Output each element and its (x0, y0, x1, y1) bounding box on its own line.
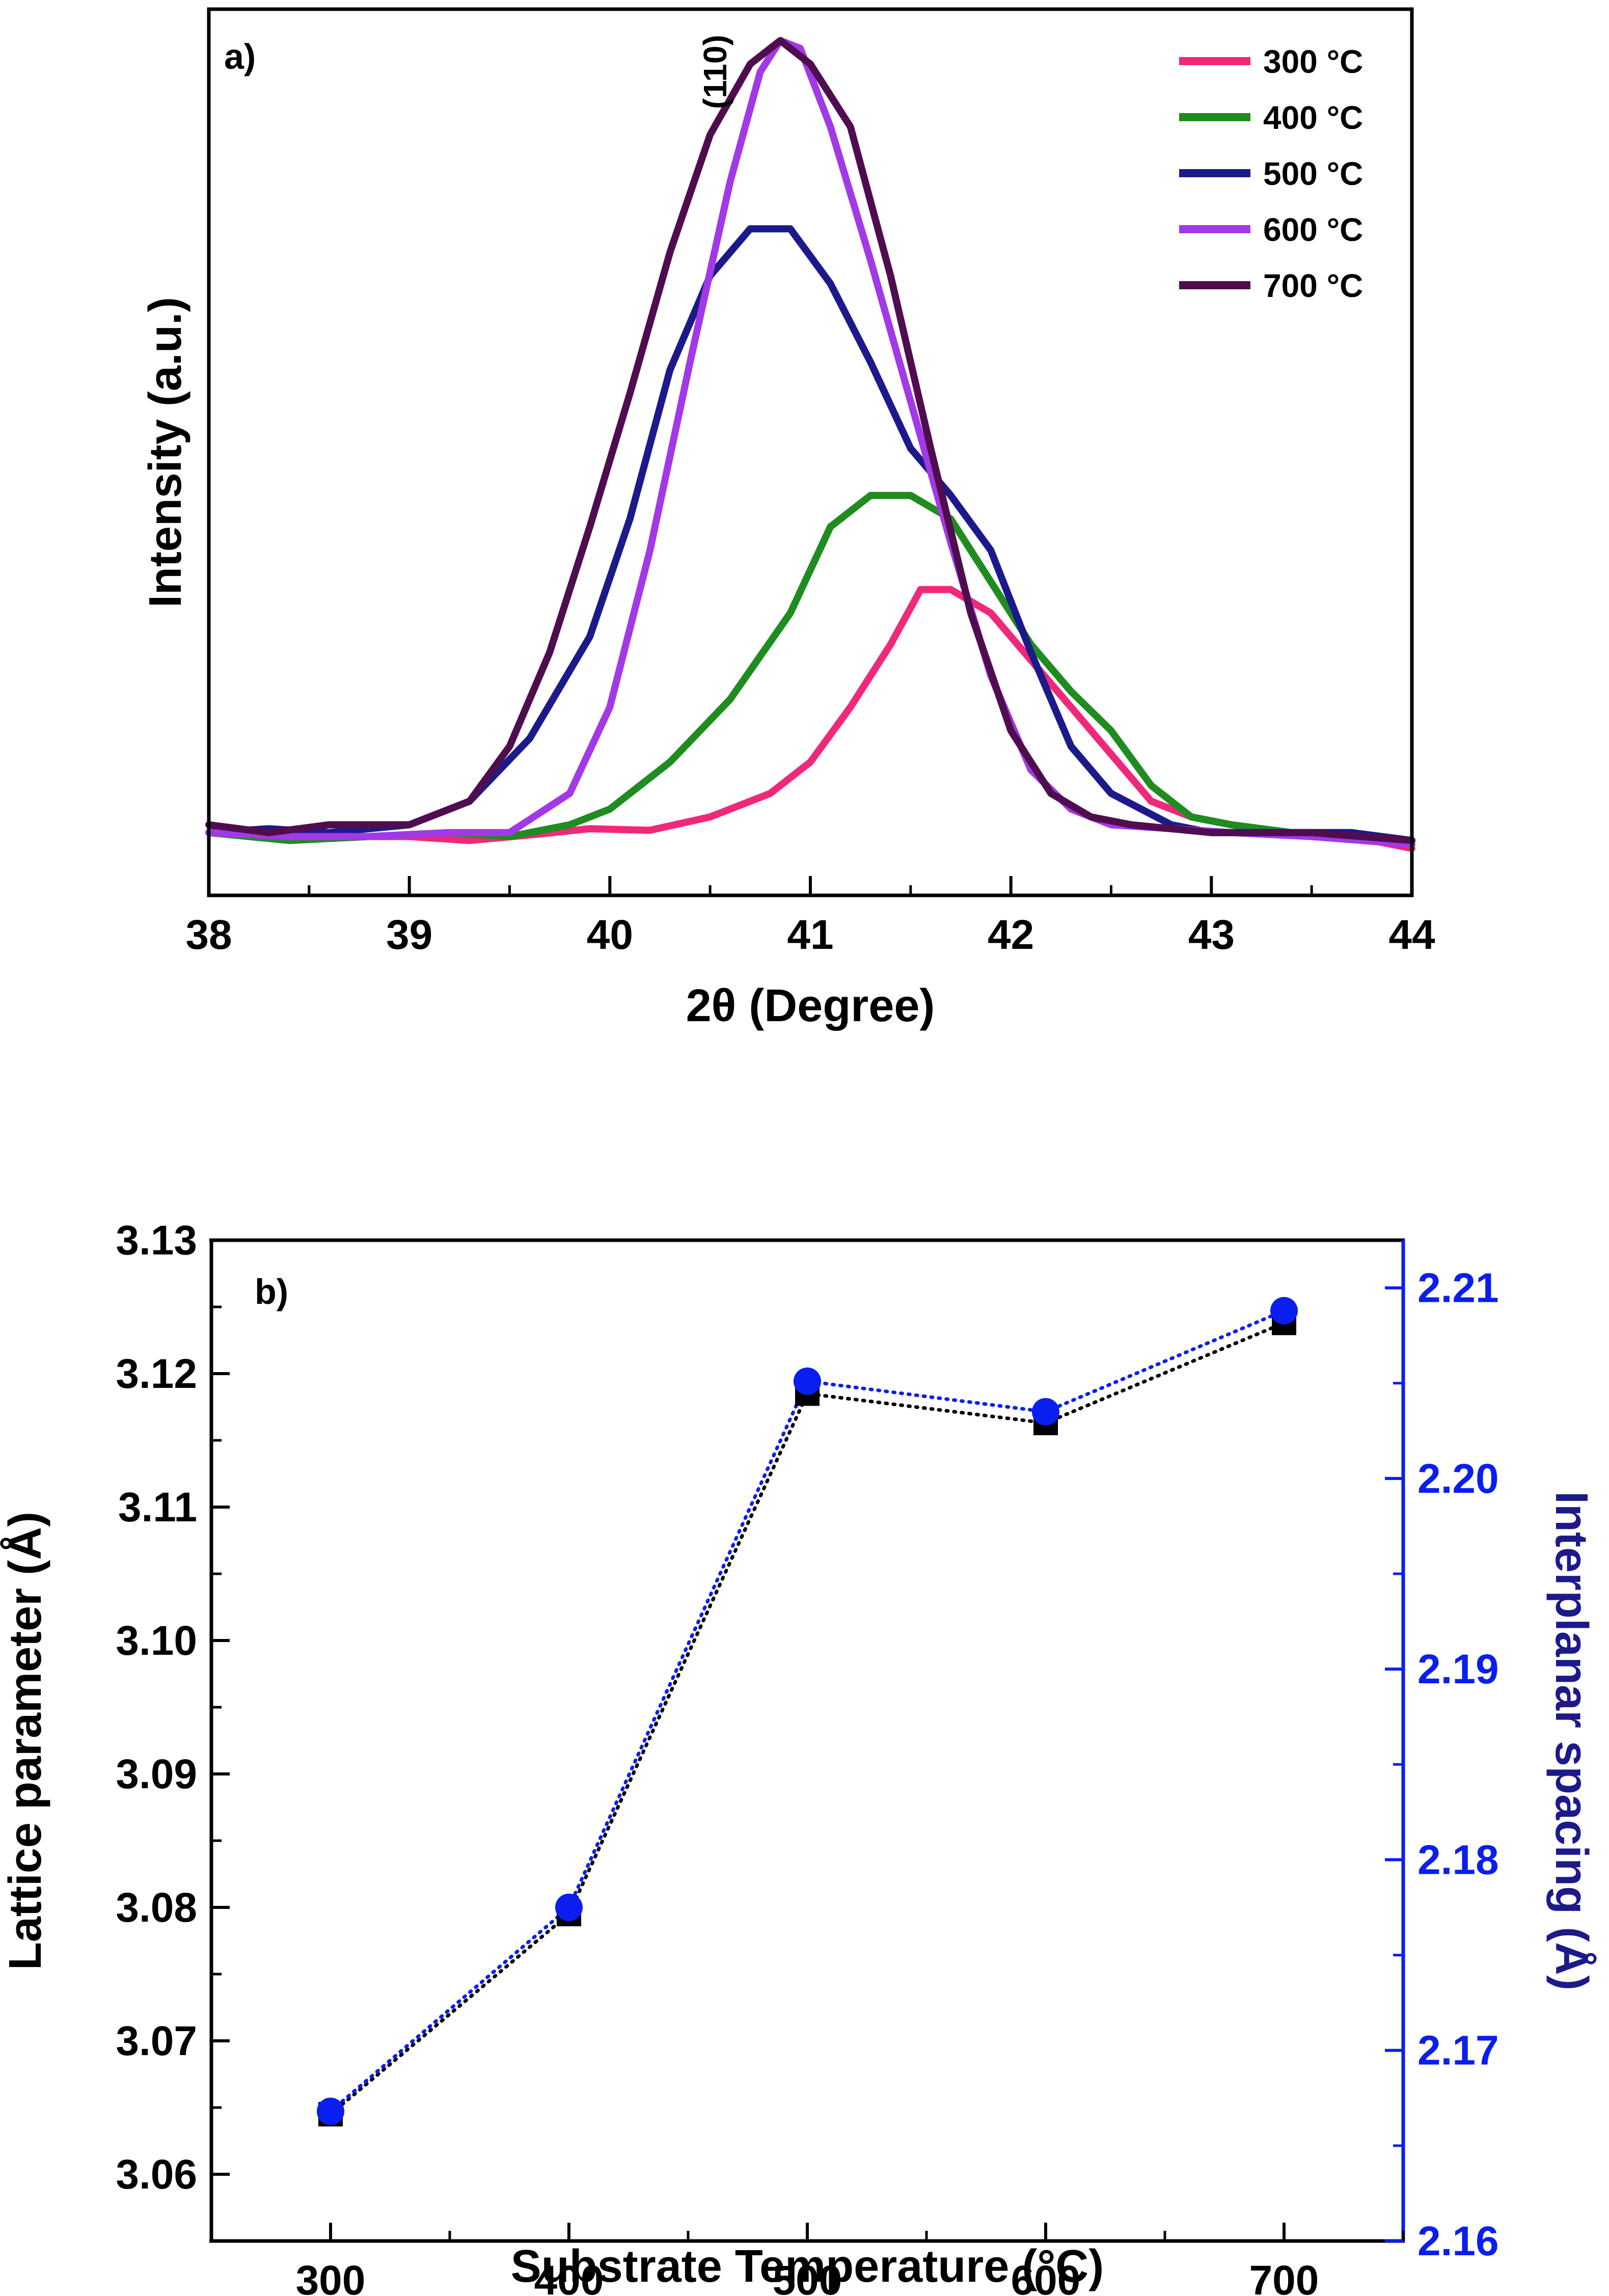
panel-b-connector-lines (329, 1309, 1286, 2116)
x-tick-label: 40 (587, 912, 633, 958)
panel-b-markers (317, 1297, 1298, 2127)
y2-tick-label: 2.19 (1417, 1646, 1499, 1692)
x-tick-label: 42 (988, 912, 1034, 958)
y2-tick-label: 2.18 (1417, 1837, 1499, 1883)
x-tick-label: 400 (534, 2257, 604, 2296)
x-tick-label: 300 (296, 2257, 366, 2296)
x-tick-label: 44 (1388, 912, 1435, 958)
panel-a-x-ticks: 38 39 40 41 42 43 44 (185, 876, 1435, 958)
y-tick-label: 3.06 (116, 2151, 197, 2198)
y-tick-label: 3.10 (116, 1618, 197, 1664)
legend-label-700: 700 °C (1263, 267, 1363, 304)
y-tick-label: 3.13 (116, 1217, 197, 1264)
y-tick-label: 3.07 (116, 2018, 197, 2064)
y2-tick-label: 2.17 (1417, 2028, 1499, 2074)
y2-tick-label: 2.20 (1417, 1456, 1499, 1502)
interplanar-spacing-point (317, 2097, 344, 2125)
panel-b-label: b) (255, 1272, 288, 1311)
panel-a-series-group (205, 37, 1415, 852)
panel-b-lattice-chart: 300 400 500 600 700 3.06 3.07 3.08 3.09 3.10 3.11 3… (0, 1217, 1597, 2296)
y2-tick-label: 2.21 (1417, 1265, 1499, 1311)
y-tick-label: 3.12 (116, 1351, 197, 1397)
legend-label-400: 400 °C (1263, 99, 1363, 136)
legend-label-300: 300 °C (1263, 43, 1363, 80)
panel-b-ticks: 300 400 500 600 700 3.06 3.07 3.08 3.09 3.10 3.11 3… (116, 1217, 1498, 2296)
x-tick-label: 600 (1011, 2257, 1081, 2296)
x-tick-label: 39 (386, 912, 432, 958)
xrd-curve-700 (205, 37, 1415, 844)
panel-b-right-axis-title: Interplanar spacing (Å) (1546, 1491, 1597, 1990)
panel-a-label: a) (224, 37, 256, 76)
interplanar-spacing-point (1270, 1297, 1298, 1325)
panel-a-xrd-chart: 38 39 40 41 42 43 44 a) (110) 300 °C 400 °C 500 … (140, 7, 1435, 1031)
y-tick-label: 3.09 (116, 1751, 197, 1797)
panel-a-x-axis-title: 2θ (Degree) (686, 980, 935, 1031)
x-tick-label: 38 (185, 912, 232, 958)
x-tick-label: 43 (1188, 912, 1235, 958)
peak-annotation-110: (110) (697, 35, 733, 109)
x-tick-label: 700 (1249, 2257, 1319, 2296)
legend-label-600: 600 °C (1263, 211, 1363, 248)
legend-label-500: 500 °C (1263, 155, 1363, 192)
y-tick-label: 3.11 (118, 1484, 197, 1530)
panel-a-y-axis-title: Intensity (a.u.) (140, 297, 191, 608)
interplanar-spacing-point (1032, 1398, 1059, 1426)
panel-b-left-axis-title: Lattice parameter (Å) (0, 1512, 51, 1970)
xrd-curve-600 (205, 37, 1415, 848)
panel-b-x-axis-title: Substrate Temperature (°C) (511, 2241, 1104, 2292)
y2-tick-label: 2.16 (1417, 2218, 1499, 2264)
y-tick-label: 3.08 (116, 1884, 197, 1931)
x-tick-label: 41 (787, 912, 833, 958)
panel-a-legend: 300 °C 400 °C 500 °C 600 °C 700 °C (1179, 43, 1363, 304)
connector-square (329, 1321, 1286, 2116)
interplanar-spacing-point (794, 1367, 821, 1395)
interplanar-spacing-point (555, 1894, 583, 1921)
x-tick-label: 500 (773, 2257, 842, 2296)
connector-circle (329, 1309, 1286, 2113)
